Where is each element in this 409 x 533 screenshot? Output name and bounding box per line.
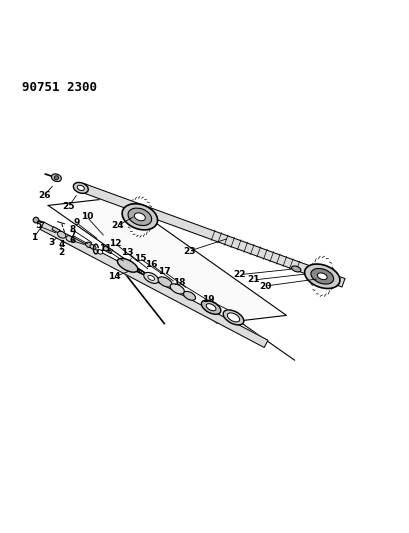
Text: 18: 18: [173, 278, 185, 287]
Ellipse shape: [73, 182, 88, 193]
Polygon shape: [40, 222, 267, 348]
Ellipse shape: [201, 300, 220, 314]
Text: 3: 3: [48, 238, 54, 247]
Text: 24: 24: [111, 221, 124, 230]
Text: 5: 5: [35, 221, 41, 230]
Text: 26: 26: [38, 191, 50, 200]
Text: 23: 23: [183, 247, 196, 255]
Text: 21: 21: [247, 276, 259, 285]
Ellipse shape: [77, 185, 84, 190]
Ellipse shape: [206, 304, 216, 311]
Text: 20: 20: [258, 281, 271, 290]
Ellipse shape: [304, 264, 339, 288]
Text: 25: 25: [62, 202, 75, 211]
Ellipse shape: [317, 273, 326, 280]
Ellipse shape: [144, 272, 158, 284]
Ellipse shape: [227, 313, 239, 322]
Polygon shape: [48, 197, 286, 324]
Ellipse shape: [90, 245, 96, 249]
Text: 13: 13: [121, 248, 134, 257]
Ellipse shape: [122, 204, 157, 230]
Text: 8: 8: [70, 225, 76, 235]
Text: 16: 16: [145, 260, 157, 269]
Polygon shape: [81, 184, 344, 287]
Text: 19: 19: [202, 295, 214, 304]
Ellipse shape: [97, 249, 102, 254]
Ellipse shape: [85, 242, 92, 248]
Ellipse shape: [66, 236, 74, 242]
Text: 12: 12: [109, 239, 121, 248]
Ellipse shape: [117, 259, 137, 272]
Ellipse shape: [222, 310, 243, 325]
Ellipse shape: [134, 213, 145, 221]
Text: 4: 4: [58, 240, 65, 248]
Text: 7: 7: [69, 231, 76, 240]
Text: 6: 6: [70, 236, 76, 245]
Ellipse shape: [170, 284, 184, 294]
Text: 1: 1: [31, 233, 37, 241]
Bar: [52, 227, 60, 233]
Text: 17: 17: [157, 267, 170, 276]
Text: 90751 2300: 90751 2300: [22, 81, 97, 94]
Ellipse shape: [128, 208, 151, 225]
Ellipse shape: [310, 269, 333, 284]
Ellipse shape: [57, 231, 66, 238]
Ellipse shape: [183, 292, 195, 300]
Text: 14: 14: [108, 272, 121, 281]
Ellipse shape: [291, 266, 300, 272]
Text: 11: 11: [99, 245, 111, 254]
Text: 10: 10: [81, 212, 93, 221]
Text: 15: 15: [133, 254, 146, 263]
Circle shape: [54, 176, 58, 180]
Ellipse shape: [157, 277, 172, 287]
Text: 2: 2: [58, 248, 65, 257]
Bar: [103, 246, 112, 254]
Ellipse shape: [148, 276, 154, 280]
Text: 9: 9: [73, 219, 80, 228]
Circle shape: [33, 217, 39, 223]
Text: 22: 22: [233, 270, 245, 279]
Ellipse shape: [51, 174, 61, 182]
